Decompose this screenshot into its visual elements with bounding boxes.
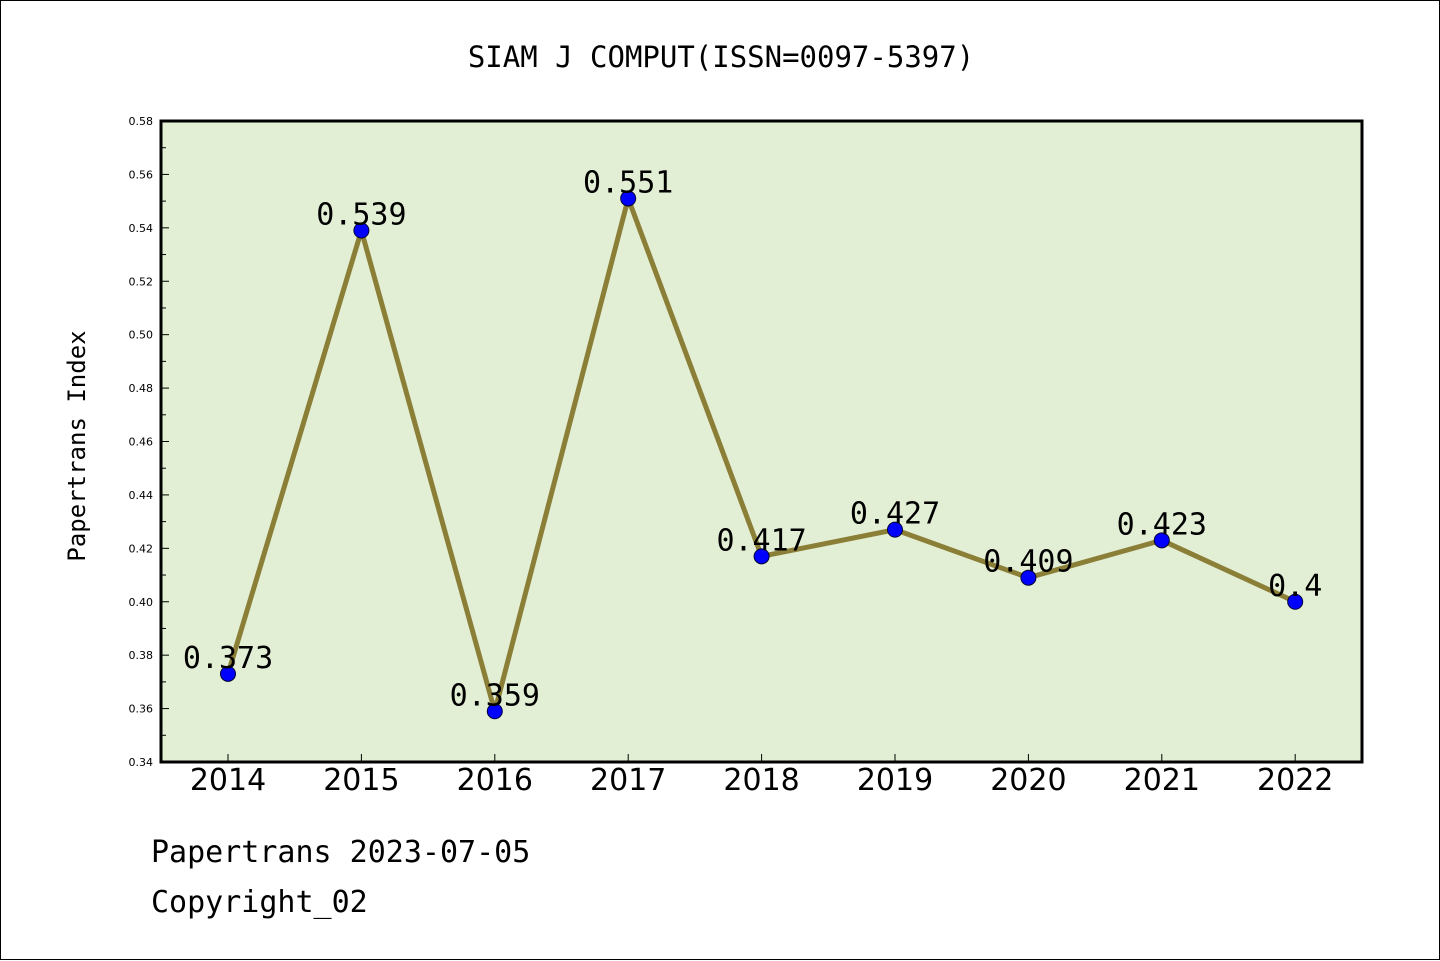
data-label: 0.539 (316, 198, 406, 233)
x-tick-label: 2019 (857, 763, 933, 798)
data-label: 0.417 (716, 523, 806, 558)
y-tick-label: 0.36 (129, 703, 154, 716)
data-label: 0.423 (1117, 507, 1207, 542)
y-tick-label: 0.50 (129, 329, 154, 342)
y-tick-label: 0.54 (129, 222, 154, 235)
data-label: 0.551 (583, 165, 673, 200)
x-tick-label: 2018 (723, 763, 799, 798)
y-tick-label: 0.58 (129, 115, 154, 128)
y-tick-label: 0.38 (129, 649, 154, 662)
y-axis-label: Papertrans Index (63, 330, 91, 561)
y-tick-label: 0.42 (129, 542, 154, 555)
data-label: 0.427 (850, 497, 940, 532)
data-label: 0.409 (983, 545, 1073, 580)
x-tick-label: 2014 (190, 763, 266, 798)
y-tick-label: 0.56 (129, 168, 154, 181)
y-tick-label: 0.40 (129, 596, 154, 609)
line-chart: SIAM J COMPUT(ISSN=0097-5397) Papertrans… (1, 1, 1440, 961)
data-label: 0.373 (183, 641, 273, 676)
y-tick-label: 0.46 (129, 436, 154, 449)
y-tick-label: 0.48 (129, 382, 154, 395)
x-tick-label: 2016 (457, 763, 533, 798)
chart-title: SIAM J COMPUT(ISSN=0097-5397) (468, 40, 974, 74)
x-tick-label: 2022 (1257, 763, 1333, 798)
x-tick-label: 2017 (590, 763, 666, 798)
source-date-text: Papertrans 2023-07-05 (151, 835, 530, 870)
chart-frame: SIAM J COMPUT(ISSN=0097-5397) Papertrans… (0, 0, 1440, 960)
y-tick-label: 0.44 (129, 489, 154, 502)
y-tick-label: 0.34 (129, 756, 154, 769)
data-label: 0.4 (1268, 569, 1322, 604)
data-label: 0.359 (450, 678, 540, 713)
x-tick-label: 2021 (1124, 763, 1200, 798)
y-tick-label: 0.52 (129, 275, 154, 288)
x-tick-label: 2015 (323, 763, 399, 798)
copyright-text: Copyright_02 (151, 885, 368, 920)
x-tick-label: 2020 (990, 763, 1066, 798)
